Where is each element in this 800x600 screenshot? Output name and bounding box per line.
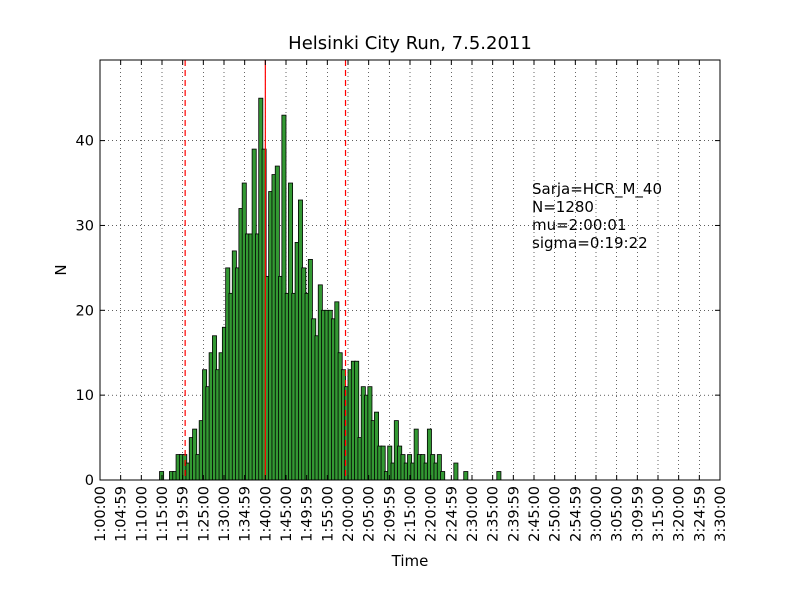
histogram-bar: [463, 471, 469, 481]
histogram-bar: [496, 471, 502, 481]
x-tick-label: 1:55:00: [320, 486, 336, 542]
stats-annotation-line: sigma=0:19:22: [532, 234, 648, 252]
x-tick-label: 1:25:00: [196, 486, 212, 542]
x-tick-label: 3:05:00: [610, 486, 626, 542]
x-tick-label: 2:39:59: [506, 486, 522, 542]
x-tick-label: 2:24:59: [444, 486, 460, 542]
x-tick-label: 2:20:00: [424, 486, 440, 542]
x-tick-label: 3:24:59: [692, 486, 708, 542]
x-tick-label: 2:50:00: [548, 486, 564, 542]
x-tick-label: 1:04:59: [114, 486, 130, 542]
x-tick-label: 1:40:00: [258, 486, 274, 542]
x-tick-label: 2:35:00: [486, 486, 502, 542]
stats-annotation-line: N=1280: [532, 198, 594, 216]
stats-annotation: Sarja=HCR_M_40N=1280mu=2:00:01sigma=0:19…: [532, 180, 662, 252]
x-tick-label: 2:00:00: [341, 486, 357, 542]
y-tick-label: 10: [76, 388, 94, 404]
mean-sigma-lines: [184, 60, 347, 480]
histogram-bar: [453, 462, 459, 481]
bars: [159, 97, 502, 481]
y-axis-ticks: 0 10 20 30 40: [76, 134, 720, 489]
x-tick-label: 2:30:00: [465, 486, 481, 542]
x-tick-label: 1:10:00: [134, 486, 150, 542]
y-tick-label: 0: [85, 473, 94, 489]
x-tick-label: 1:30:00: [217, 486, 233, 542]
x-tick-label: 2:15:00: [403, 486, 419, 542]
y-tick-label: 30: [76, 218, 94, 234]
chart-title: Helsinki City Run, 7.5.2011: [288, 33, 532, 54]
x-tick-label: 2:05:00: [362, 486, 378, 542]
x-axis-ticks: 1:00:00 1:04:59 1:10:00 1:15:00 1:19:59 1:25:…: [93, 60, 729, 542]
histogram-bar: [440, 471, 446, 481]
x-tick-label: 3:15:00: [651, 486, 667, 542]
x-tick-label: 3:30:00: [713, 486, 729, 542]
x-axis-label: Time: [391, 552, 429, 570]
x-tick-label: 1:15:00: [155, 486, 171, 542]
x-tick-label: 3:20:00: [672, 486, 688, 542]
y-tick-label: 40: [76, 134, 94, 150]
x-tick-label: 1:19:59: [176, 486, 192, 542]
y-axis-label: N: [52, 264, 70, 275]
x-tick-label: 1:00:00: [93, 486, 109, 542]
x-tick-label: 3:00:00: [589, 486, 605, 542]
x-tick-label: 1:45:00: [279, 486, 295, 542]
x-tick-label: 1:49:59: [300, 486, 316, 542]
y-tick-label: 20: [76, 303, 94, 319]
x-tick-label: 3:09:59: [630, 486, 646, 542]
x-tick-label: 2:54:59: [568, 486, 584, 542]
stats-annotation-line: Sarja=HCR_M_40: [532, 180, 662, 199]
x-tick-label: 2:45:00: [527, 486, 543, 542]
stats-annotation-line: mu=2:00:01: [532, 216, 627, 234]
x-tick-label: 2:09:59: [382, 486, 398, 542]
grid: [100, 60, 720, 480]
x-tick-label: 1:34:59: [238, 486, 254, 542]
